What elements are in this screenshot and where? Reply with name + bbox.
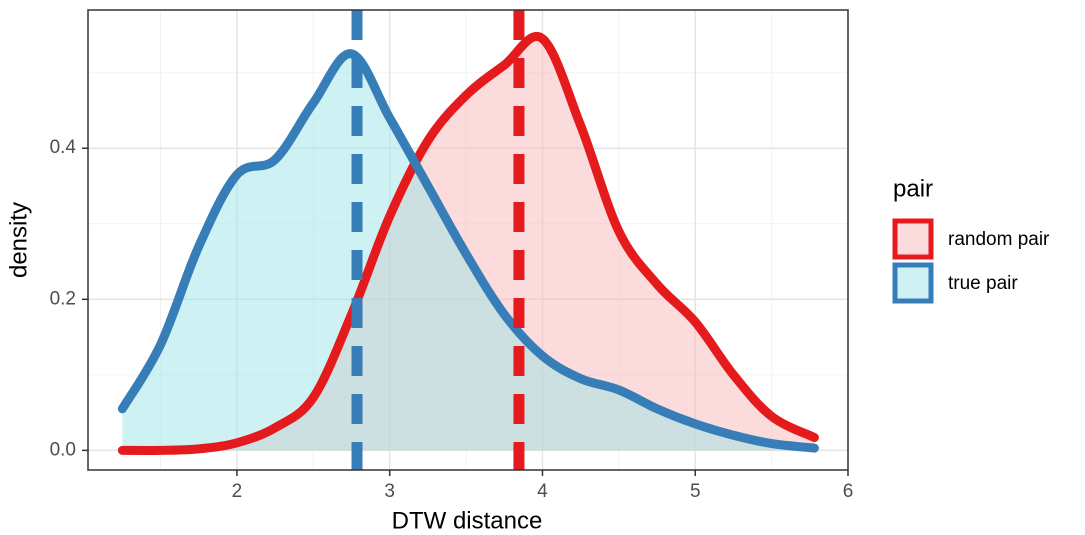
legend-key	[892, 218, 934, 260]
density-area	[122, 53, 815, 451]
x-tick-label: 5	[690, 481, 701, 502]
density-line	[117, 49, 819, 453]
x-tick-label: 3	[384, 481, 395, 502]
x-tick-label: 4	[537, 481, 548, 502]
legend-key	[892, 262, 934, 304]
y-tick-label: 0.2	[50, 288, 76, 309]
x-axis-title: DTW distance	[392, 507, 543, 534]
y-tick-label: 0.4	[50, 137, 77, 158]
legend-label: true pair	[948, 273, 1018, 294]
x-tick-label: 2	[232, 481, 243, 502]
y-axis-title: density	[5, 202, 32, 278]
density-line	[117, 32, 819, 455]
plot-area	[117, 10, 819, 470]
legend-title: pair	[893, 175, 933, 202]
panel-border	[87, 9, 849, 471]
legend-label: random pair	[948, 229, 1050, 250]
y-tick-label: 0.0	[50, 439, 76, 460]
density-area	[122, 36, 815, 451]
x-tick-label: 6	[843, 481, 854, 502]
